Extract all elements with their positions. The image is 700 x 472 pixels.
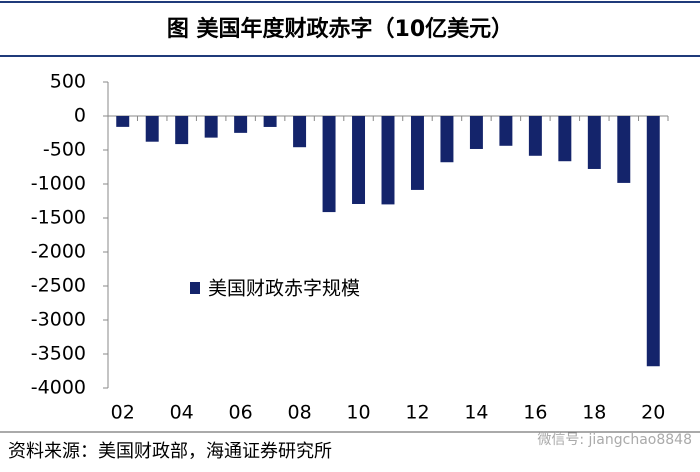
legend-swatch: [190, 282, 200, 294]
x-tick-label: 14: [464, 402, 488, 424]
y-tick-label: -1500: [31, 207, 86, 229]
x-tick-label: 12: [405, 402, 429, 424]
bar: [263, 116, 277, 127]
y-tick-label: -3500: [31, 343, 86, 365]
bar: [440, 116, 454, 163]
y-tick-label: -2500: [31, 275, 86, 297]
x-tick-label: 16: [523, 402, 547, 424]
bar: [322, 116, 336, 213]
x-tick-label: 02: [111, 402, 135, 424]
bar: [175, 116, 189, 145]
bar: [293, 116, 307, 148]
x-tick-label: 08: [287, 402, 311, 424]
y-tick-label: 500: [50, 71, 86, 93]
x-tick-label: 06: [229, 402, 253, 424]
bar: [469, 116, 483, 149]
bar: [617, 116, 631, 183]
x-tick-label: 20: [641, 402, 665, 424]
bar: [352, 116, 366, 204]
x-tick-label: 10: [346, 402, 370, 424]
bar: [234, 116, 248, 133]
legend-label: 美国财政赤字规模: [208, 278, 360, 300]
y-tick-label: -4000: [31, 377, 86, 399]
bar: [558, 116, 572, 162]
x-tick-label: 18: [582, 402, 606, 424]
y-tick-label: -1000: [31, 173, 86, 195]
y-tick-label: -3000: [31, 309, 86, 331]
source: 资料来源：美国财政部，海通证券研究所: [8, 441, 332, 462]
bar: [145, 116, 159, 142]
y-tick-label: 0: [74, 105, 86, 127]
bar: [646, 116, 660, 367]
chart-title: 图 美国年度财政赤字（10亿美元）: [167, 16, 513, 42]
bar: [410, 116, 424, 190]
y-tick-label: -2000: [31, 241, 86, 263]
bar: [116, 116, 130, 127]
watermark: 微信号: jiangchao8848: [537, 432, 692, 448]
bar: [381, 116, 395, 205]
bar: [587, 116, 601, 169]
bar: [499, 116, 513, 146]
y-tick-label: -500: [43, 139, 86, 161]
x-tick-label: 04: [170, 402, 194, 424]
bar: [204, 116, 218, 138]
bar: [528, 116, 542, 156]
